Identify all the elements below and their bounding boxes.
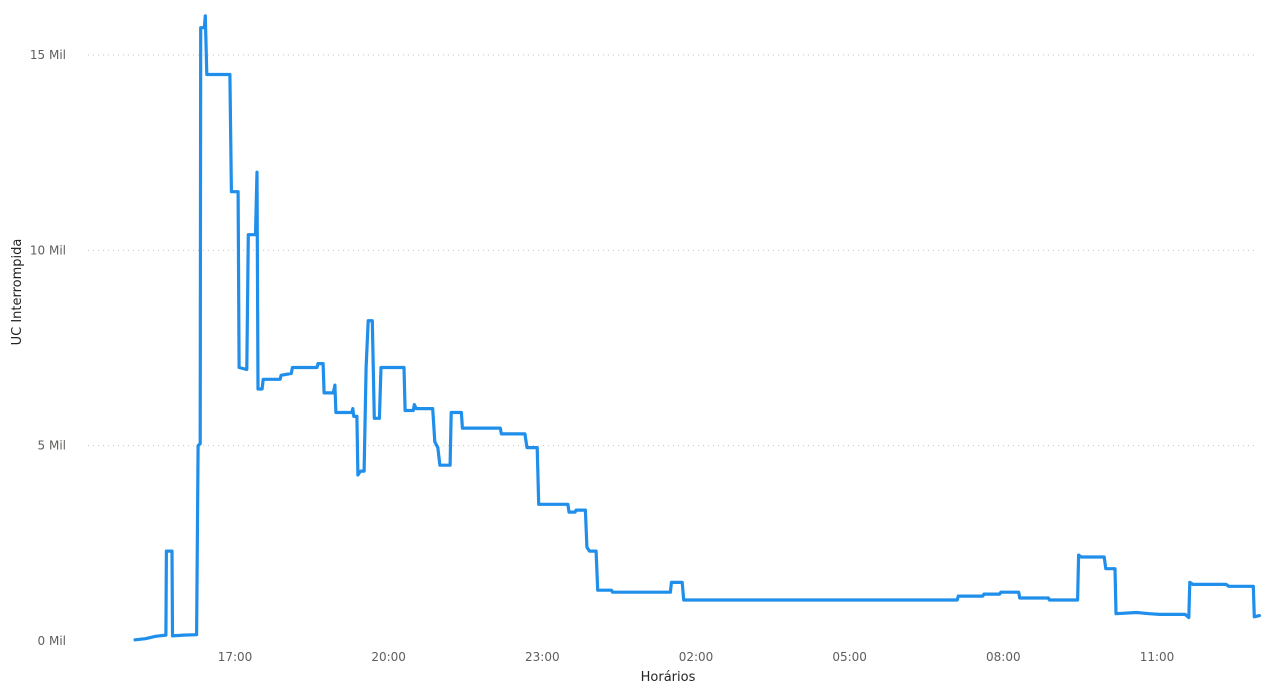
- y-tick-label: 10 Mil: [30, 243, 66, 257]
- y-tick-label: 0 Mil: [38, 634, 66, 648]
- x-tick-label: 23:00: [525, 650, 560, 664]
- x-axis-title: Horários: [641, 670, 696, 685]
- x-tick-label: 05:00: [832, 650, 867, 664]
- series-line: [133, 14, 1261, 642]
- x-tick-label: 17:00: [218, 650, 253, 664]
- x-axis-ticks: 17:00 20:00 23:00 02:00 05:00 08:00 11:00: [218, 650, 1175, 664]
- x-tick-label: 08:00: [986, 650, 1021, 664]
- y-axis-title: UC Interrompida: [10, 239, 25, 346]
- y-tick-label: 5 Mil: [38, 439, 66, 453]
- y-tick-label: 15 Mil: [30, 48, 66, 62]
- x-tick-label: 11:00: [1140, 650, 1175, 664]
- y-axis-ticks: 0 Mil 5 Mil 10 Mil 15 Mil: [30, 48, 66, 648]
- x-tick-label: 02:00: [679, 650, 714, 664]
- series: [133, 14, 1261, 642]
- x-tick-label: 20:00: [371, 650, 406, 664]
